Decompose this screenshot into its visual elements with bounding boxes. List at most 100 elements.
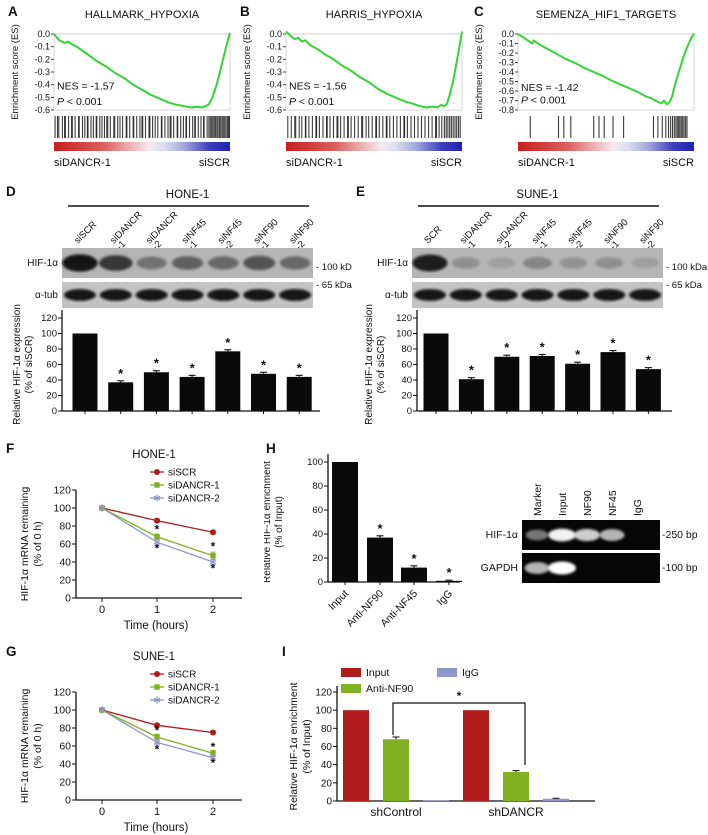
svg-text:siNF90-2: siNF90-2 xyxy=(637,217,672,252)
svg-text:*: * xyxy=(377,521,383,536)
svg-text:HIF-1α mRNA remaining: HIF-1α mRNA remaining xyxy=(19,689,31,804)
svg-text:Enrichment score (ES): Enrichment score (ES) xyxy=(10,24,21,120)
svg-text:40: 40 xyxy=(321,760,333,771)
svg-text:siNF45-2: siNF45-2 xyxy=(566,217,601,252)
svg-text:0: 0 xyxy=(65,593,71,605)
svg-text:60: 60 xyxy=(59,539,71,551)
svg-text:Input: Input xyxy=(326,588,351,613)
svg-text:0: 0 xyxy=(407,406,412,417)
svg-text:80: 80 xyxy=(59,521,71,533)
svg-text:120: 120 xyxy=(396,313,412,324)
svg-text:siDANCR-1: siDANCR-1 xyxy=(458,210,501,253)
svg-text:20: 20 xyxy=(59,777,71,789)
svg-text:20: 20 xyxy=(46,391,57,402)
svg-text:0: 0 xyxy=(99,604,105,616)
svg-text:HONE-1: HONE-1 xyxy=(132,449,175,461)
svg-text:60: 60 xyxy=(46,360,57,371)
rip-pcr-gel-image: Marker Input NF90 NF45 IgG HIF-1α -250 bp GAPDH… xyxy=(481,483,698,583)
svg-text:siDANCR-2: siDANCR-2 xyxy=(144,210,187,253)
svg-text:Time (hours): Time (hours) xyxy=(124,620,189,632)
svg-text:siDANCR-2: siDANCR-2 xyxy=(168,494,220,505)
svg-text:siDANCR-1: siDANCR-1 xyxy=(168,481,220,492)
svg-text:HALLMARK_HYPOXIA: HALLMARK_HYPOXIA xyxy=(85,9,200,21)
svg-text:- 100 kDa: - 100 kDa xyxy=(666,262,708,273)
svg-text:-0.7: -0.7 xyxy=(498,96,514,106)
svg-text:*: * xyxy=(118,366,124,381)
svg-text:HIF-1α: HIF-1α xyxy=(486,529,518,541)
svg-text:SUNE-1: SUNE-1 xyxy=(516,189,558,201)
svg-text:0.0: 0.0 xyxy=(37,29,50,39)
svg-text:1: 1 xyxy=(154,604,160,616)
svg-text:*: * xyxy=(154,356,160,371)
svg-text:120: 120 xyxy=(315,688,332,699)
svg-text:100: 100 xyxy=(315,706,332,717)
svg-text:siSCR: siSCR xyxy=(72,219,99,246)
svg-text:2: 2 xyxy=(210,806,216,818)
svg-text:20: 20 xyxy=(312,553,323,564)
svg-text:0: 0 xyxy=(65,795,71,807)
svg-text:HIF-1α: HIF-1α xyxy=(377,258,408,269)
svg-text:60: 60 xyxy=(312,505,323,516)
svg-text:siSCR: siSCR xyxy=(199,157,230,169)
svg-text:siNF45-1: siNF45-1 xyxy=(530,217,565,252)
svg-text:IgG: IgG xyxy=(462,667,479,679)
svg-text:- 65 kDa: - 65 kDa xyxy=(666,280,703,291)
svg-text:-0.3: -0.3 xyxy=(498,58,514,68)
svg-text:NES = -1.57: NES = -1.57 xyxy=(57,81,115,93)
svg-text:siSCR: siSCR xyxy=(168,468,196,479)
svg-text:shDANCR: shDANCR xyxy=(488,805,544,819)
svg-text:Anti-NF45: Anti-NF45 xyxy=(378,588,420,630)
svg-text:-0.3: -0.3 xyxy=(34,67,50,77)
svg-text:-0.1: -0.1 xyxy=(498,39,514,49)
svg-text:(% of siSCR): (% of siSCR) xyxy=(24,336,35,394)
svg-text:*: * xyxy=(610,336,616,351)
svg-text:-0.6: -0.6 xyxy=(498,86,514,96)
panel-label-a: A xyxy=(8,4,18,19)
panel-label-f: F xyxy=(6,441,15,456)
svg-text:40: 40 xyxy=(59,557,71,569)
svg-text:*: * xyxy=(155,724,160,738)
svg-text:HONE-1: HONE-1 xyxy=(166,189,209,201)
svg-text:-0.5: -0.5 xyxy=(498,77,514,87)
svg-text:IgG: IgG xyxy=(435,588,455,608)
panel-label-b: B xyxy=(240,4,250,19)
svg-text:80: 80 xyxy=(46,344,57,355)
svg-text:P < 0.001: P < 0.001 xyxy=(521,94,566,106)
svg-text:40: 40 xyxy=(312,529,323,540)
svg-text:HIF-1α mRNA remaining: HIF-1α mRNA remaining xyxy=(19,487,31,602)
svg-text:*: * xyxy=(297,360,303,375)
svg-text:-250 bp: -250 bp xyxy=(662,529,698,541)
svg-text:Input: Input xyxy=(366,667,389,679)
svg-text:- 65 kDa: - 65 kDa xyxy=(316,280,352,291)
svg-text:NF90: NF90 xyxy=(582,490,594,516)
svg-text:siNF45-2: siNF45-2 xyxy=(216,217,251,252)
svg-text:*: * xyxy=(575,347,581,362)
svg-text:-0.4: -0.4 xyxy=(266,80,282,90)
svg-text:*: * xyxy=(469,363,475,378)
sune1-mrna-decay-line-chart: SUNE-1 0 20 40 60 80 100 120 0 1 2 Time (hours) HIF-… xyxy=(19,651,242,834)
svg-text:-0.8: -0.8 xyxy=(498,105,514,115)
svg-text:100: 100 xyxy=(307,457,323,468)
svg-text:siSCR: siSCR xyxy=(431,157,462,169)
svg-text:80: 80 xyxy=(401,344,412,355)
svg-text:-0.4: -0.4 xyxy=(498,67,514,77)
svg-text:*: * xyxy=(211,756,216,770)
svg-text:(% of Input): (% of Input) xyxy=(301,719,313,773)
svg-text:120: 120 xyxy=(41,313,57,324)
svg-text:*: * xyxy=(646,353,652,368)
svg-text:60: 60 xyxy=(321,742,333,753)
svg-text:IgG: IgG xyxy=(632,499,644,516)
svg-text:-0.3: -0.3 xyxy=(266,67,282,77)
svg-text:(% of siSCR): (% of siSCR) xyxy=(376,336,387,394)
gsea-hallmark-hypoxia-chart: 0.0 -0.1 -0.2 -0.3 -0.4 -0.5 -0.6 Enrichment sc… xyxy=(10,9,231,169)
svg-text:α-tub: α-tub xyxy=(385,290,408,301)
svg-text:*: * xyxy=(190,360,196,375)
svg-text:-0.5: -0.5 xyxy=(34,92,50,102)
svg-text:siDANCR-1: siDANCR-1 xyxy=(168,683,220,694)
svg-text:60: 60 xyxy=(59,741,71,753)
svg-text:*: * xyxy=(155,542,160,556)
panel-label-i: I xyxy=(282,644,286,659)
svg-text:100: 100 xyxy=(41,329,57,340)
svg-text:-0.2: -0.2 xyxy=(498,48,514,58)
rip-enrichment-bar-chart: 020406080100Input*Anti-NF90*Anti-NF45*Ig… xyxy=(264,454,462,630)
